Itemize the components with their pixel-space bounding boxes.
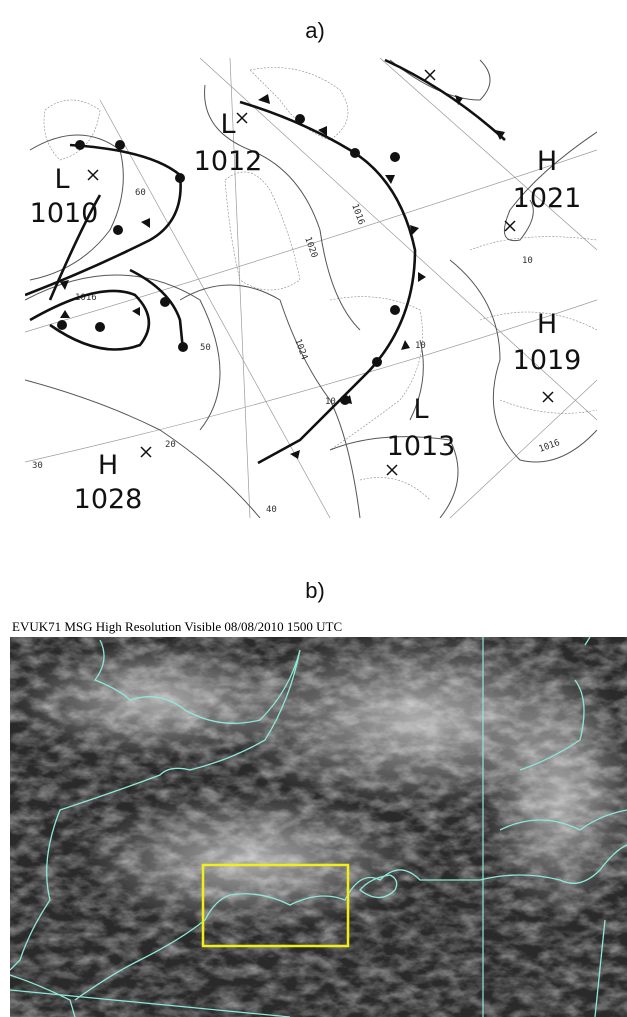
pressure-type: L [54,164,69,195]
pressure-value: 1021 [513,183,582,214]
isobar-label: 60 [135,188,146,198]
isobar-label: 40 [266,505,277,515]
pressure-value: 1010 [30,198,99,229]
panel-label: a) [305,18,325,43]
pressure-type: H [537,146,557,177]
isobar-label: 10 [522,256,533,266]
pressure-type: L [413,394,428,425]
isobar-label: 20 [165,440,176,450]
pressure-value: 1019 [513,345,582,376]
satellite-image [10,630,627,1017]
synoptic-chart: 1016 1020 1024 1016 60 50 20 30 40 10 10… [25,58,600,518]
pressure-type: H [537,309,557,340]
isobar-label: 50 [200,343,211,353]
isobar-label: 30 [32,461,43,471]
image-header: EVUK71 MSG High Resolution Visible 08/08… [12,619,342,634]
pressure-value: 1028 [74,484,143,515]
pressure-value: 1012 [194,146,263,177]
isobar-label: 10 [415,341,426,351]
panel-label: b) [305,578,325,603]
pressure-value: 1013 [387,431,456,462]
pressure-type: H [98,450,118,481]
pressure-type: L [220,109,235,140]
figure: a) 1016 1020 1024 1016 60 50 20 30 40 10… [0,0,627,1017]
